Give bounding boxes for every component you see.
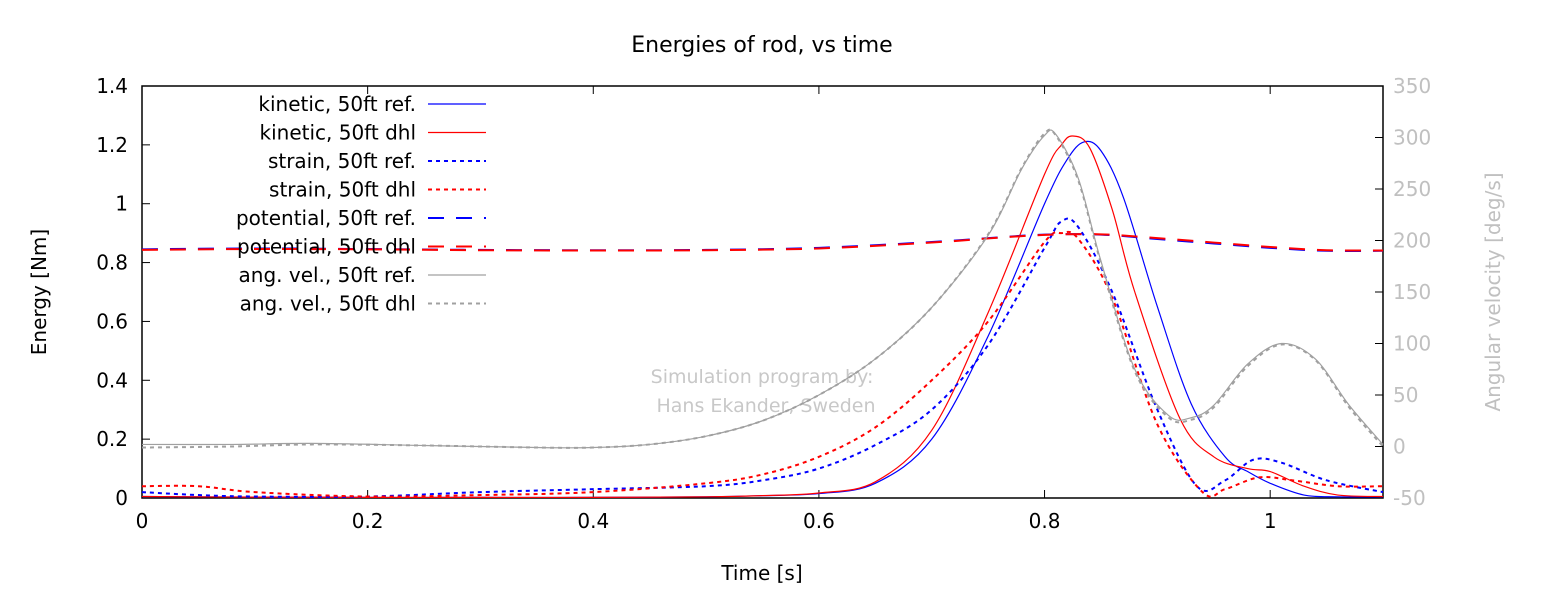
y2-axis-label: Angular velocity [deg/s] [1481,172,1505,411]
y-tick-label: 1 [115,192,128,216]
y-axis-label: Energy [Nm] [27,229,51,355]
annotation-line-1: Simulation program by: [651,366,874,388]
y2-tick-label: 350 [1393,74,1431,98]
legend-label: strain, 50ft ref. [268,149,416,173]
y2-tick-label: 150 [1393,280,1431,304]
legend-label: potential, 50ft ref. [236,206,416,230]
series-line-strain-50ft-ref [141,217,1384,498]
y-tick-label: 0.6 [96,309,128,333]
y2-tick-label: 250 [1393,177,1431,201]
y2-tick-label: -50 [1393,486,1426,510]
legend-label: kinetic, 50ft ref. [258,92,416,116]
y2-tick-label: 50 [1393,383,1418,407]
y-tick-label: 0 [115,486,128,510]
y-tick-label: 1.4 [96,74,128,98]
x-tick-label: 0.6 [803,509,835,533]
series-group [141,128,1384,499]
legend-label: strain, 50ft dhl [269,178,416,202]
y-tick-label: 0.2 [96,427,128,451]
legend-label: ang. vel., 50ft dhl [240,292,416,316]
x-tick-label: 0.4 [577,509,609,533]
x-tick-label: 1 [1264,509,1277,533]
x-axis-label: Time [s] [720,561,802,585]
x-tick-label: 0.2 [352,509,384,533]
watermark-annotation: Simulation program by: Hans Ekander, Swe… [651,366,876,417]
series-line-kinetic-50ft-dhl [141,135,1384,499]
axes: 0 0.2 0.4 0.6 0.8 1 0 0.2 0.4 0.6 0.8 1 1.2 1.4 -50 0 50… [96,74,1431,533]
legend-label: kinetic, 50ft dhl [260,121,417,145]
chart-title: Energies of rod, vs time [631,33,892,58]
legend-label: potential, 50ft dhl [237,235,416,259]
y2-tick-label: 200 [1393,229,1431,253]
y-tick-label: 1.2 [96,133,128,157]
series-line-ang-vel-50ft-dhl [141,128,1384,449]
series-line-strain-50ft-dhl [141,230,1384,498]
y-tick-label: 0.4 [96,368,128,392]
x-tick-label: 0.8 [1029,509,1061,533]
annotation-line-2: Hans Ekander, Sweden [657,395,876,417]
y2-tick-label: 300 [1393,126,1431,150]
legend: kinetic, 50ft ref. kinetic, 50ft dhl strai… [236,92,486,316]
series-line-potential-50ft-dhl [141,233,1384,252]
x-tick-label: 0 [136,509,149,533]
y2-tick-label: 0 [1393,435,1406,459]
y2-tick-label: 100 [1393,332,1431,356]
y-tick-label: 0.8 [96,251,128,275]
legend-label: ang. vel., 50ft ref. [239,263,416,287]
